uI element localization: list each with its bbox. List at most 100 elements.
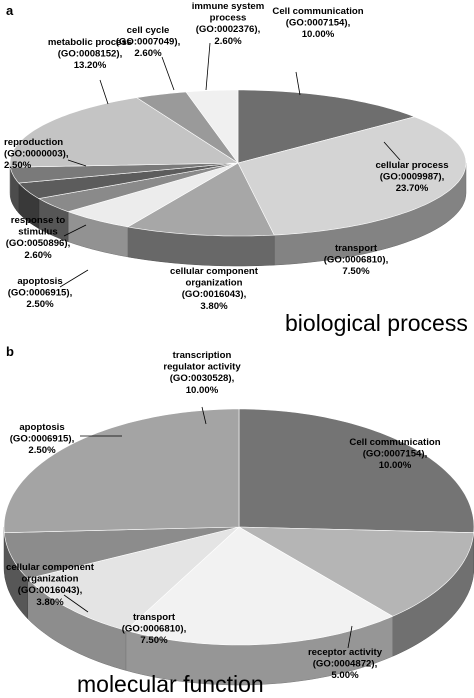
slice-label-id: (GO:0000003), (4, 149, 69, 160)
slice-label-name: response to (11, 215, 66, 226)
pie-slice-receptor-activity (238, 526, 474, 617)
slice-label-value: 23.70% (396, 183, 429, 194)
slice-label-id: (GO:0007154), (286, 18, 351, 29)
slice-label-cellular-component-organization: cellular componentorganization(GO:001604… (6, 562, 95, 608)
leader-line (63, 594, 89, 613)
slice-label-cell-communication: Cell communication(GO:0007154),10.00% (349, 437, 440, 471)
slice-label-name: apoptosis (19, 422, 64, 433)
pie-slice-cellular-component-organization (67, 162, 239, 228)
pie-slice-apoptosis (3, 526, 240, 580)
leader-line (99, 79, 109, 105)
pie-slice-cell-communication (238, 408, 474, 534)
slice-label-value: 2.60% (214, 36, 242, 47)
slice-label-id: (GO:0009987), (380, 172, 445, 183)
pie-slice-metabolic-process (9, 97, 239, 168)
slice-label-value: 3.80% (200, 301, 228, 312)
slice-label-value: 3.80% (36, 597, 64, 608)
slice-label-transport: transport(GO:0006810),7.50% (324, 243, 389, 277)
pie-slice-transport (125, 526, 394, 646)
pie-slice-cellular-process (237, 116, 467, 236)
slice-label-receptor-activity: receptor activity(GO:0004872),5.00% (308, 647, 383, 681)
chart-caption: biological process (285, 310, 468, 336)
slice-labels: Cell communication(GO:0007154),10.00%rec… (6, 350, 441, 681)
leader-line (67, 159, 87, 167)
slice-label-name: apoptosis (17, 276, 62, 287)
slice-label-metabolic-process: metabolic process(GO:0008152),13.20% (48, 37, 132, 71)
pie-slice-cell-cycle (135, 91, 239, 164)
slice-label-name: immune system (192, 1, 265, 12)
slice-label-name: cellular component (170, 266, 259, 277)
slice-label-id: (GO:0007049), (116, 37, 181, 48)
pie-chart (3, 408, 474, 686)
leader-line (63, 224, 87, 237)
slice-label-name: transport (133, 612, 176, 623)
slice-label-name: process (210, 13, 247, 24)
slice-label-name: receptor activity (308, 647, 383, 658)
leader-line (161, 56, 175, 91)
chart-caption: molecular function (77, 671, 264, 697)
pie-slice-cell-communication (237, 89, 416, 164)
slice-label-name: metabolic process (48, 37, 132, 48)
slice-label-value: 7.50% (140, 635, 168, 646)
pie-slice-apoptosis (37, 162, 239, 213)
slice-label-name: Cell communication (349, 437, 440, 448)
slice-label-value: 2.60% (24, 250, 52, 261)
slice-label-id: (GO:0008152), (58, 49, 123, 60)
slice-label-value: 2.50% (4, 160, 32, 171)
leader-line (347, 625, 353, 649)
slice-label-name: transport (335, 243, 378, 254)
slice-label-name: cell cycle (127, 25, 170, 36)
slice-label-id: (GO:0050896), (6, 238, 71, 249)
panel-b: b Cell communication(GO:0007154),10.00%r… (3, 344, 474, 697)
panel-a: a Cell communication(GO:0007154),10.00% c… (4, 1, 468, 336)
panel-letter: b (6, 344, 14, 359)
slice-label-name: transcription (173, 350, 232, 361)
slice-label-name: regulator activity (163, 362, 241, 373)
slice-label-id: (GO:0006915), (10, 434, 75, 445)
slice-label-value: 13.20% (74, 60, 107, 71)
slice-label-name: cellular component (6, 562, 95, 573)
slice-label-id: (GO:0002376), (196, 24, 261, 35)
slice-label-id: (GO:0006810), (324, 255, 389, 266)
leader-line (383, 141, 401, 161)
slice-label-id: (GO:0006915), (8, 288, 73, 299)
slice-label-reproduction: reproduction(GO:0000003),2.50% (4, 137, 69, 171)
slice-label-cellular-process: cellular process(GO:0009987),23.70% (375, 160, 448, 194)
slice-label-value: 2.60% (134, 48, 162, 59)
pie-slice-cellular-component-organization (27, 526, 240, 631)
slice-label-apoptosis: apoptosis(GO:0006915),2.50% (8, 276, 73, 310)
slice-label-id: (GO:0006810), (122, 624, 187, 635)
pie-slice-transport (126, 162, 275, 237)
slice-label-id: (GO:0004872), (313, 659, 378, 670)
slice-label-value: 5.00% (331, 670, 359, 681)
leader-line (59, 269, 89, 288)
slice-label-name: organization (21, 574, 78, 585)
leader-lines (63, 406, 353, 649)
slice-label-name: organization (185, 278, 242, 289)
pie-chart (9, 89, 467, 267)
slice-label-name: Cell communication (272, 6, 363, 17)
slice-label-name: cellular process (375, 160, 448, 171)
leader-line (201, 406, 207, 425)
pie-slice-transcription-regulator-activity (3, 408, 240, 534)
leader-line (295, 71, 301, 96)
slice-label-apoptosis: apoptosis(GO:0006915),2.50% (10, 422, 75, 456)
slice-label-value: 10.00% (186, 385, 219, 396)
slice-label-cell-communication: Cell communication(GO:0007154),10.00% (272, 6, 363, 40)
slice-label-cell-cycle: cell cycle(GO:0007049),2.60% (116, 25, 181, 59)
slice-label-transport: transport(GO:0006810),7.50% (122, 612, 187, 646)
leader-lines (59, 42, 401, 288)
slice-label-id: (GO:0016043), (18, 585, 83, 596)
leader-line (205, 42, 211, 91)
slice-label-id: (GO:0007154), (363, 449, 428, 460)
slice-label-value: 2.50% (26, 299, 54, 310)
pie-slice-response-to-stimulus (18, 162, 239, 199)
slice-label-value: 7.50% (342, 266, 370, 277)
slice-label-name: reproduction (4, 137, 63, 148)
pie-slice-reproduction (10, 162, 239, 184)
slice-label-id: (GO:0016043), (182, 289, 247, 300)
